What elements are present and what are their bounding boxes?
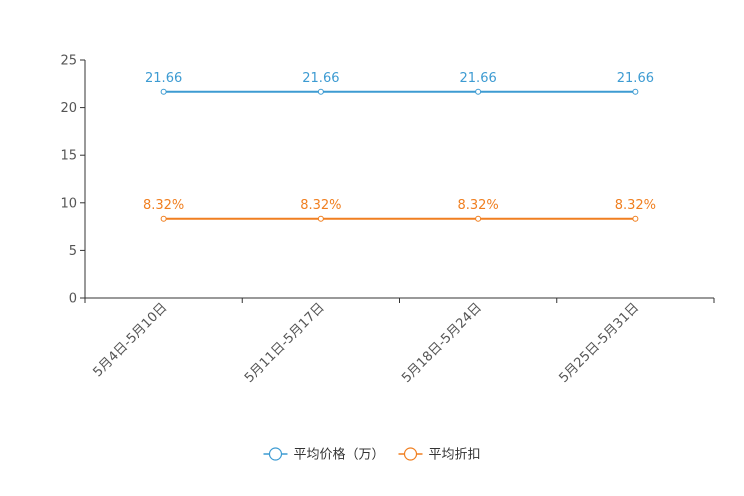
data-point[interactable] <box>317 88 324 95</box>
series-2: 8.32% 8.32% 8.32% 8.32% <box>143 198 656 222</box>
legend-label: 平均价格（万） <box>293 447 384 463</box>
legend: 平均价格（万） 平均折扣 <box>263 447 481 463</box>
y-tick-label: 20 <box>60 101 77 116</box>
data-point[interactable] <box>475 215 482 222</box>
y-tick-label: 10 <box>60 196 77 211</box>
x-category-label: 5月25日-5月31日 <box>556 300 642 386</box>
series-1: 21.66 21.66 21.66 21.66 <box>145 71 654 95</box>
data-point[interactable] <box>160 88 167 95</box>
legend-label: 平均折扣 <box>429 448 481 463</box>
data-label: 8.32% <box>615 198 656 213</box>
legend-item-1[interactable]: 平均价格（万） <box>263 447 385 463</box>
x-category-label: 5月11日-5月17日 <box>242 300 328 386</box>
data-label: 8.32% <box>300 198 341 213</box>
legend-item-2[interactable]: 平均折扣 <box>398 447 481 463</box>
x-category-label: 5月18日-5月24日 <box>399 300 485 386</box>
legend-marker-icon <box>403 447 418 461</box>
data-label: 8.32% <box>457 198 498 213</box>
data-point[interactable] <box>317 215 324 222</box>
legend-marker-icon <box>268 447 283 461</box>
data-label: 21.66 <box>460 71 497 86</box>
data-label: 8.32% <box>143 198 184 213</box>
data-label: 21.66 <box>302 71 339 86</box>
data-label: 21.66 <box>617 71 654 86</box>
data-point[interactable] <box>632 88 639 95</box>
data-point[interactable] <box>160 215 167 222</box>
data-point[interactable] <box>632 215 639 222</box>
y-tick-label: 0 <box>69 292 77 307</box>
data-point[interactable] <box>475 88 482 95</box>
y-tick-label: 5 <box>69 244 77 259</box>
y-tick-label: 25 <box>60 54 77 69</box>
series-layer: 21.66 21.66 21.66 21.66 8.32% 8.32% 8.32% 8.32% <box>143 71 656 222</box>
x-category-label: 5月4日-5月10日 <box>91 300 171 380</box>
y-tick-label: 15 <box>60 149 77 164</box>
data-label: 21.66 <box>145 71 182 86</box>
